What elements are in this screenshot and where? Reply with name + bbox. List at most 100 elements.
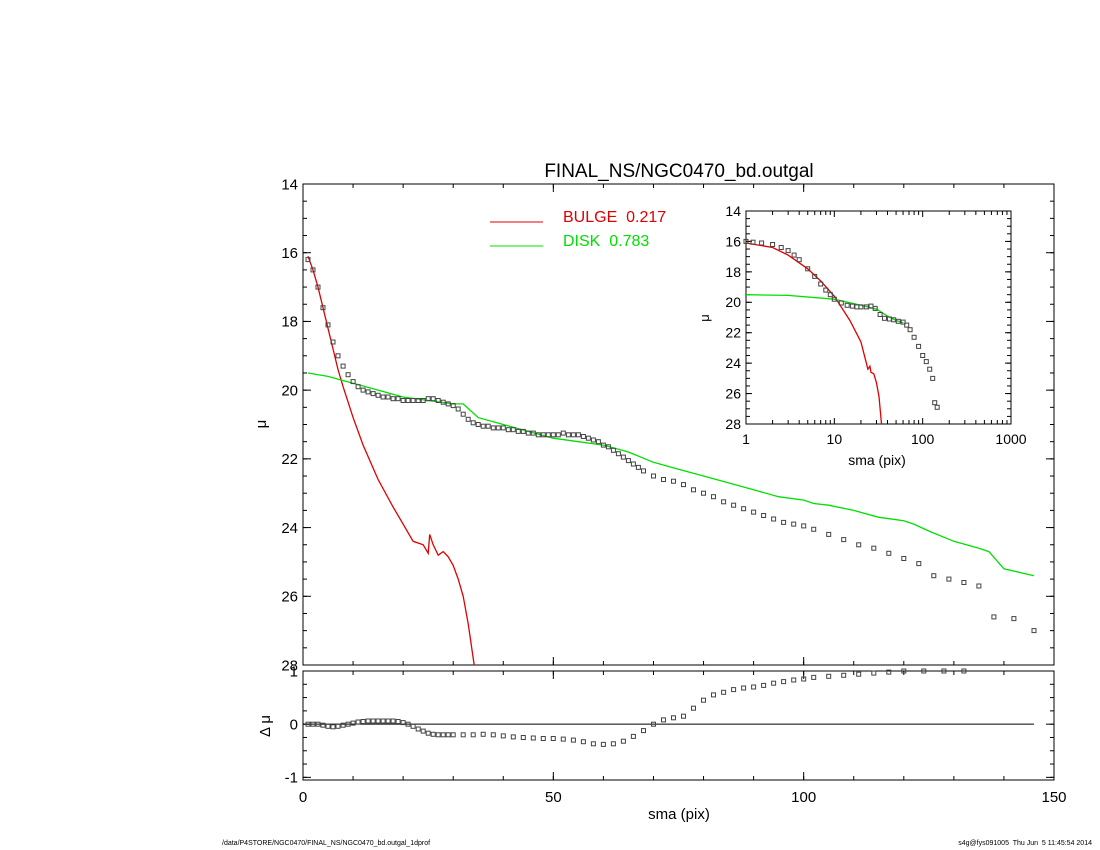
data-point [904, 322, 910, 328]
data-point [641, 728, 646, 734]
main-plot-panel: 14 16 18 20 22 24 26 28 μ BULGE 0.217 DISK 0.78… [253, 176, 1055, 674]
inset-y-axis-label: μ [697, 314, 712, 322]
data-point [759, 240, 765, 246]
data-point [661, 717, 666, 723]
y-tick-label: 14 [281, 176, 298, 193]
footer-timestamp: s4g@fys091005 Thu Jun 5 11:45:54 2014 [958, 840, 1092, 847]
data-point [916, 561, 922, 567]
residual-series-group [303, 668, 1034, 747]
data-point [410, 723, 416, 729]
data-point [405, 398, 411, 403]
data-point [691, 487, 696, 493]
data-point [435, 398, 441, 403]
data-point [781, 679, 787, 685]
data-point [671, 478, 676, 484]
x-tick-label: 150 [1041, 789, 1066, 806]
data-point [310, 721, 316, 727]
data-point [651, 721, 656, 727]
data-point [510, 734, 516, 740]
data-point [796, 257, 802, 263]
data-point [430, 731, 436, 737]
data-point [335, 353, 341, 359]
y-tick-label: 22 [281, 451, 298, 468]
data-point [791, 677, 797, 683]
data-point [856, 671, 862, 677]
data-point [460, 411, 466, 417]
x-tick-label: 1 [742, 431, 750, 447]
data-point [872, 305, 878, 311]
data-point [701, 697, 706, 703]
data-point [570, 432, 576, 438]
data-point [500, 733, 506, 739]
data-point [450, 732, 456, 738]
data-point [895, 318, 901, 324]
data-point [801, 523, 807, 529]
residual-axis-ticks: 0 50 100 150-101 [285, 663, 1067, 806]
inset-axis-ticks: 1 10 100 1000 14 16 18 20 22 24 26 28 [725, 203, 1026, 447]
data-point [610, 447, 616, 453]
data-point [360, 387, 366, 393]
data-point [345, 721, 351, 727]
chart-title: FINAL_NS/NGC0470_bd.outgal [544, 161, 813, 182]
data-point [400, 398, 406, 403]
data-point [325, 322, 331, 328]
data-point [741, 506, 747, 512]
data-point [871, 545, 877, 551]
data-point [505, 427, 511, 433]
data-point [750, 239, 756, 245]
data-point [827, 292, 833, 298]
data-point [440, 732, 446, 738]
data-point [751, 684, 757, 690]
y-tick-label: 14 [725, 203, 741, 219]
data-point [785, 248, 791, 254]
data-point [911, 334, 917, 340]
data-point [580, 434, 586, 439]
data-point [771, 516, 777, 522]
data-point [841, 672, 847, 678]
data-point [743, 238, 749, 244]
x-tick-label: 10 [827, 431, 843, 447]
data-point [863, 304, 869, 310]
data-point [791, 252, 797, 258]
data-point [555, 432, 561, 438]
inset-plot-frame [745, 210, 1012, 425]
data-point [520, 428, 526, 434]
y-tick-label: 28 [281, 657, 298, 674]
data-point [934, 404, 940, 410]
data-point [530, 430, 536, 436]
data-point [661, 477, 666, 482]
data-point [641, 468, 646, 474]
data-point [811, 674, 817, 680]
data-point [340, 363, 346, 369]
y-tick-label: 24 [281, 520, 298, 537]
data-point [335, 723, 341, 729]
data-point [305, 257, 311, 263]
data-point [590, 437, 596, 443]
data-point [540, 432, 546, 438]
data-point [691, 705, 696, 711]
data-point [470, 420, 476, 426]
y-tick-label: 20 [725, 294, 741, 310]
data-point [330, 724, 336, 730]
data-point [550, 432, 556, 438]
data-point [630, 461, 636, 467]
data-point [465, 416, 471, 422]
data-point [425, 396, 431, 402]
data-point [575, 432, 581, 438]
data-point [565, 432, 571, 438]
data-point [731, 687, 737, 693]
data-point [831, 296, 837, 302]
data-point [435, 732, 441, 738]
data-point [671, 715, 676, 721]
data-point [932, 400, 938, 406]
data-point [838, 300, 844, 306]
data-point [771, 680, 777, 686]
data-point [375, 392, 381, 398]
data-point [415, 726, 421, 732]
data-point [1031, 628, 1037, 634]
data-point [390, 718, 396, 724]
residual-plot-frame [302, 670, 1055, 781]
data-point [991, 614, 997, 620]
data-point [900, 319, 906, 325]
